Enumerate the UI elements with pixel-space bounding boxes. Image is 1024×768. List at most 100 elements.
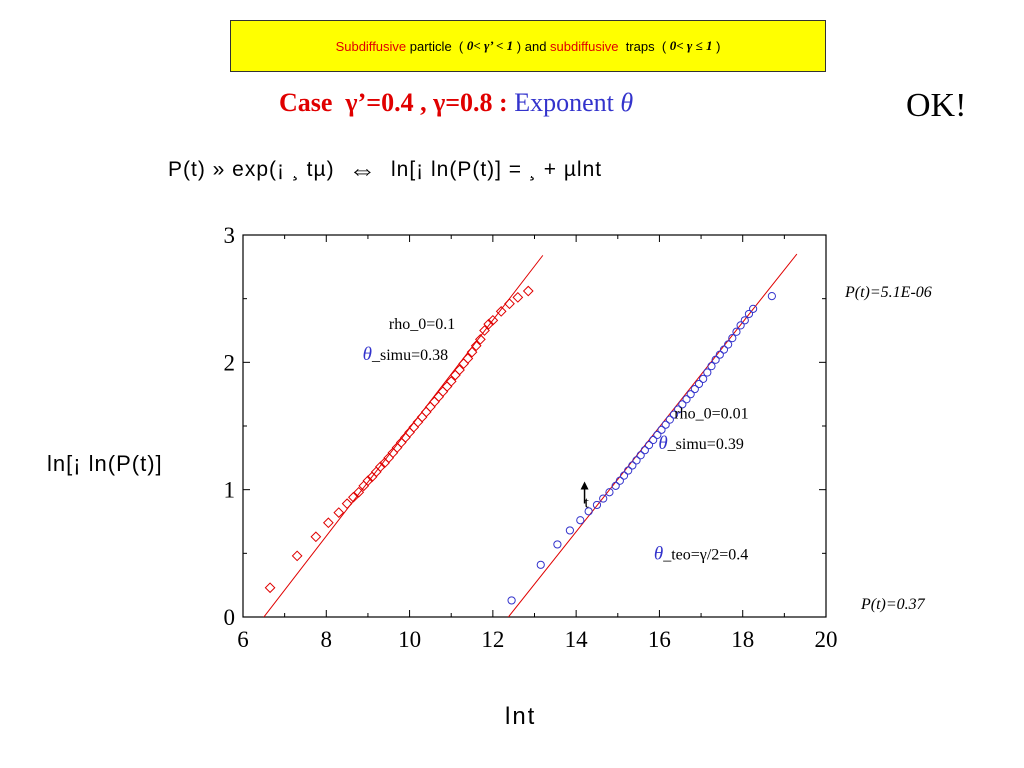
data-point-circle: [628, 461, 637, 470]
annotation-theta-symbol: θ: [363, 344, 372, 365]
data-point-circle: [653, 430, 662, 440]
y-tick-label: 0: [224, 605, 236, 630]
data-point-circle: [611, 481, 620, 490]
data-point-circle: [732, 327, 741, 336]
data-point-circle: [649, 435, 658, 445]
annotation-text: _teo=γ/2=0.4: [662, 547, 748, 564]
data-point-square: [264, 582, 276, 594]
data-point-circle: [736, 321, 745, 330]
theta-symbol: θ: [620, 88, 634, 117]
annotation-5: θ_teo=γ/2=0.4: [654, 544, 748, 565]
data-point-square: [487, 314, 499, 326]
data-point-circle: [565, 526, 574, 535]
data-point-square: [512, 292, 524, 303]
data-point-square: [341, 498, 353, 510]
data-point-circle: [699, 374, 708, 383]
data-point-square: [445, 376, 457, 387]
data-point-square: [470, 340, 482, 352]
side-label-top: P(t)=5.1E-06: [845, 284, 932, 301]
x-tick-label: 8: [321, 627, 333, 652]
data-point-square: [462, 353, 474, 364]
data-point-square: [474, 334, 486, 345]
data-point-circle: [694, 379, 704, 389]
annotation-2: θ_simu=0.38: [363, 344, 448, 365]
banner-gamma-range: 0< γ ≤ 1: [669, 38, 713, 53]
formula: P(t) » exp(¡ ¸ tµ) ⇔ ln[¡ ln(P(t)] = ¸ +…: [168, 151, 603, 185]
data-point-circle: [605, 488, 614, 497]
fit-line-1: [263, 255, 544, 617]
data-point-square: [495, 306, 507, 317]
data-point-square: [429, 396, 440, 408]
x-tick-label: 14: [565, 627, 589, 652]
data-point-circle: [657, 425, 666, 434]
annotation-1: rho_0=0.1: [389, 316, 455, 333]
data-point-square: [375, 461, 386, 473]
equivalence-arrow-icon: ⇔: [348, 154, 378, 185]
y-tick-label: 3: [224, 223, 236, 248]
annotation-theta-symbol: θ: [654, 544, 663, 565]
x-tick-label: 20: [815, 627, 838, 652]
annotation-text: _simu=0.38: [371, 347, 448, 364]
x-tick-label: 18: [731, 627, 754, 652]
data-point-circle: [669, 410, 679, 419]
data-point-circle: [592, 500, 602, 510]
data-point-circle: [707, 362, 716, 371]
banner-gamma-prime-range: 0< γ’ < 1: [466, 38, 514, 53]
data-point-square: [433, 391, 445, 403]
data-point-square: [483, 318, 495, 330]
arrow-head-icon: [580, 481, 589, 490]
ok-label: OK!: [906, 87, 967, 124]
banner-traps: traps (: [618, 38, 670, 54]
data-point-circle: [724, 340, 733, 349]
data-point-circle: [553, 540, 562, 549]
data-point-circle: [576, 516, 585, 525]
side-label-bottom: P(t)=0.37: [861, 596, 925, 613]
data-point-square: [416, 411, 428, 423]
data-point-circle: [632, 456, 641, 465]
data-point-square: [333, 507, 345, 518]
data-point-circle: [665, 415, 674, 424]
data-point-square: [353, 486, 365, 498]
data-point-circle: [690, 384, 699, 394]
data-point-circle: [711, 355, 720, 364]
data-point-square: [347, 491, 359, 503]
banner-particle: particle (: [406, 38, 467, 54]
data-point-square: [522, 285, 534, 297]
data-point-circle: [744, 309, 754, 319]
data-point-circle: [686, 390, 695, 399]
y-tick-label: 2: [224, 350, 236, 375]
data-point-square: [454, 364, 465, 376]
data-point-circle: [715, 350, 724, 359]
x-tick-label: 16: [648, 627, 671, 652]
data-point-circle: [624, 466, 633, 475]
y-axis-label: ln[¡ ln(P(t)]: [47, 451, 163, 476]
data-point-circle: [740, 316, 749, 325]
data-point-circle: [767, 292, 776, 301]
banner-subdiffusive-traps: subdiffusive: [550, 38, 619, 54]
data-point-square: [310, 531, 322, 543]
case-heading: Case γ’=0.4 , γ=0.8 : Exponent θ: [279, 88, 633, 118]
data-point-circle: [584, 507, 593, 516]
data-point-circle: [619, 471, 629, 480]
x-tick-label: 12: [481, 627, 504, 652]
data-point-circle: [678, 400, 687, 409]
x-tick-label: 10: [398, 627, 421, 652]
data-point-circle: [674, 405, 683, 414]
data-point-square: [466, 346, 478, 358]
banner-and: ) and: [513, 38, 551, 54]
annotation-4: θ_simu=0.39: [658, 433, 743, 454]
data-point-circle: [599, 494, 608, 503]
banner-subdiffusive-particle: Subdiffusive: [335, 38, 407, 54]
annotation-3: rho_0=0.01: [674, 405, 748, 422]
y-tick-label: 1: [224, 478, 236, 503]
formula-left: P(t) » exp(¡ ¸ tµ): [168, 158, 335, 181]
formula-right: ln[¡ ln(P(t)] = ¸ + µlnt: [390, 158, 603, 181]
data-point-circle: [703, 368, 712, 377]
data-point-square: [425, 401, 436, 413]
annotation-text: _simu=0.39: [667, 436, 744, 453]
case-label: Case γ’=0.4 , γ=0.8 :: [279, 88, 515, 117]
exponent-label: Exponent: [514, 88, 621, 117]
data-point-square: [479, 325, 490, 336]
data-point-square: [362, 475, 374, 487]
